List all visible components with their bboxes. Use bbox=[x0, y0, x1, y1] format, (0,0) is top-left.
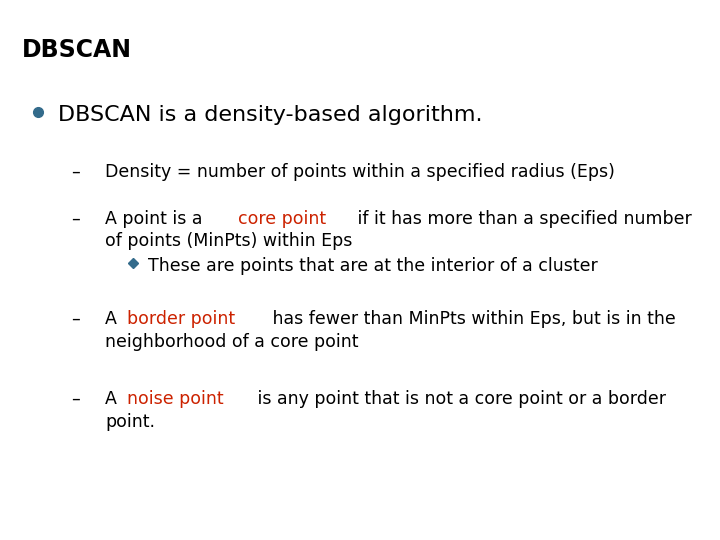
Text: A: A bbox=[105, 390, 122, 408]
Text: Density = number of points within a specified radius (Eps): Density = number of points within a spec… bbox=[105, 163, 615, 181]
Text: of points (MinPts) within Eps: of points (MinPts) within Eps bbox=[105, 232, 352, 250]
Text: These are points that are at the interior of a cluster: These are points that are at the interio… bbox=[148, 257, 598, 275]
Text: –: – bbox=[71, 390, 79, 408]
Text: if it has more than a specified number: if it has more than a specified number bbox=[351, 210, 691, 228]
Text: core point: core point bbox=[238, 210, 326, 228]
Text: border point: border point bbox=[127, 310, 235, 328]
Text: –: – bbox=[71, 163, 79, 181]
Text: –: – bbox=[71, 310, 79, 328]
Text: noise point: noise point bbox=[127, 390, 224, 408]
Text: DBSCAN is a density-based algorithm.: DBSCAN is a density-based algorithm. bbox=[58, 105, 482, 125]
Text: –: – bbox=[71, 210, 79, 228]
Text: neighborhood of a core point: neighborhood of a core point bbox=[105, 333, 359, 351]
Text: A: A bbox=[105, 310, 122, 328]
Text: A point is a: A point is a bbox=[105, 210, 208, 228]
Text: has fewer than MinPts within Eps, but is in the: has fewer than MinPts within Eps, but is… bbox=[267, 310, 675, 328]
Text: DBSCAN: DBSCAN bbox=[22, 38, 132, 62]
Text: is any point that is not a core point or a border: is any point that is not a core point or… bbox=[252, 390, 666, 408]
Text: point.: point. bbox=[105, 413, 155, 431]
